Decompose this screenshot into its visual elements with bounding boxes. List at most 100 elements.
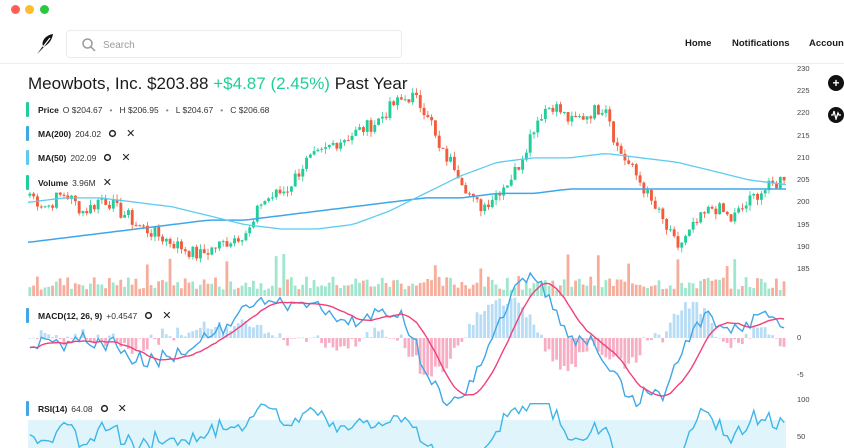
macd-histogram-bar	[475, 312, 479, 338]
candle-body	[703, 212, 706, 214]
candle-body	[271, 197, 274, 199]
volume-bar	[388, 286, 392, 296]
candle-body	[513, 167, 517, 180]
volume-bar	[263, 289, 267, 296]
macd-histogram-bar	[604, 338, 608, 358]
macd-histogram-bar	[627, 338, 631, 364]
macd-histogram-bar	[96, 334, 100, 338]
legend-price: Price O $204.67 • H $206.95 • L $204.67 …	[26, 100, 283, 119]
stock-chart[interactable]	[0, 64, 790, 448]
volume-bar	[570, 286, 574, 296]
nav-link-account[interactable]: Account	[809, 38, 844, 49]
legend-value: +0.4547	[106, 310, 138, 321]
nav-link-home[interactable]: Home	[685, 38, 712, 49]
volume-bar	[403, 289, 407, 296]
volume-bar	[684, 287, 687, 296]
macd-histogram-bar	[47, 334, 51, 338]
candle-body	[267, 198, 271, 202]
volume-bar	[634, 284, 638, 296]
volume-bar	[638, 284, 642, 296]
macd-histogram-bar	[623, 338, 627, 369]
candle-body	[540, 119, 543, 121]
macd-histogram-bar	[649, 338, 653, 341]
macd-histogram-bar	[752, 326, 756, 338]
macd-histogram-bar	[748, 338, 752, 339]
search-bar[interactable]	[66, 30, 402, 58]
macd-histogram-bar	[536, 332, 540, 338]
candle-body	[365, 120, 369, 132]
volume-bar	[710, 280, 714, 296]
close-icon[interactable]: ✕	[162, 309, 172, 322]
macd-histogram-bar	[479, 314, 483, 338]
macd-histogram-bar	[134, 338, 138, 350]
candle-body	[521, 159, 525, 170]
macd-histogram-bar	[380, 329, 384, 338]
volume-bar	[47, 286, 51, 296]
gear-icon[interactable]	[144, 311, 153, 320]
close-icon[interactable]: ✕	[126, 127, 136, 140]
candle-body	[229, 243, 233, 247]
candle-body	[748, 195, 752, 206]
candle-body	[47, 205, 51, 207]
indicator-icon[interactable]	[828, 107, 844, 123]
volume-bar	[358, 282, 361, 296]
candle-body	[134, 224, 138, 226]
volume-bar	[460, 281, 464, 296]
candle-body	[456, 170, 460, 179]
candle-body	[293, 173, 297, 187]
volume-bar	[600, 287, 604, 296]
macd-histogram-bar	[441, 338, 445, 372]
volume-bar	[623, 281, 627, 296]
gear-icon[interactable]	[108, 129, 117, 138]
candle-body	[593, 105, 597, 119]
macd-histogram-bar	[286, 338, 289, 346]
volume-bar	[176, 282, 179, 296]
close-icon[interactable]: ✕	[102, 176, 112, 189]
volume-bar	[331, 276, 335, 296]
price-tick-label: 220	[797, 108, 810, 118]
macd-histogram-bar	[187, 332, 191, 338]
volume-bar	[782, 281, 786, 296]
legend-low: L $204.67	[175, 104, 214, 115]
macd-histogram-bar	[369, 337, 373, 338]
candle-body	[449, 156, 453, 162]
volume-bar	[445, 277, 449, 296]
volume-bar	[691, 283, 695, 296]
close-icon[interactable]: ✕	[121, 151, 131, 164]
close-window-button[interactable]	[11, 5, 20, 14]
search-input[interactable]	[103, 35, 383, 55]
candle-body	[411, 92, 415, 103]
macd-histogram-bar	[297, 337, 301, 339]
macd-histogram-bar	[51, 337, 54, 338]
macd-histogram-bar	[721, 338, 725, 342]
candle-body	[718, 203, 722, 215]
macd-histogram-bar	[619, 338, 623, 359]
candle-body	[551, 107, 555, 112]
minimize-window-button[interactable]	[25, 5, 34, 14]
nav-link-notifications[interactable]: Notifications	[732, 38, 790, 49]
candle-body	[668, 229, 672, 231]
legend-close: C $206.68	[230, 104, 270, 115]
maximize-window-button[interactable]	[40, 5, 49, 14]
volume-bar	[593, 285, 596, 296]
close-icon[interactable]: ✕	[117, 402, 127, 415]
candle-body	[199, 249, 202, 259]
gear-icon[interactable]	[100, 404, 109, 413]
volume-bar	[490, 279, 494, 296]
logo-feather-icon[interactable]	[34, 32, 56, 56]
volume-bar	[289, 277, 293, 296]
plus-icon[interactable]: +	[828, 75, 844, 91]
volume-bar	[399, 283, 403, 296]
gear-icon[interactable]	[103, 153, 112, 162]
candle-body	[487, 204, 490, 208]
macd-histogram-bar	[270, 335, 274, 338]
macd-histogram-bar	[54, 335, 58, 338]
candle-body	[415, 92, 418, 96]
volume-bar	[665, 288, 668, 296]
volume-bar	[138, 288, 142, 296]
candle-body	[377, 118, 381, 125]
volume-bar	[718, 279, 721, 296]
candle-body	[81, 211, 85, 214]
candle-body	[278, 189, 282, 194]
volume-bar	[39, 289, 43, 296]
